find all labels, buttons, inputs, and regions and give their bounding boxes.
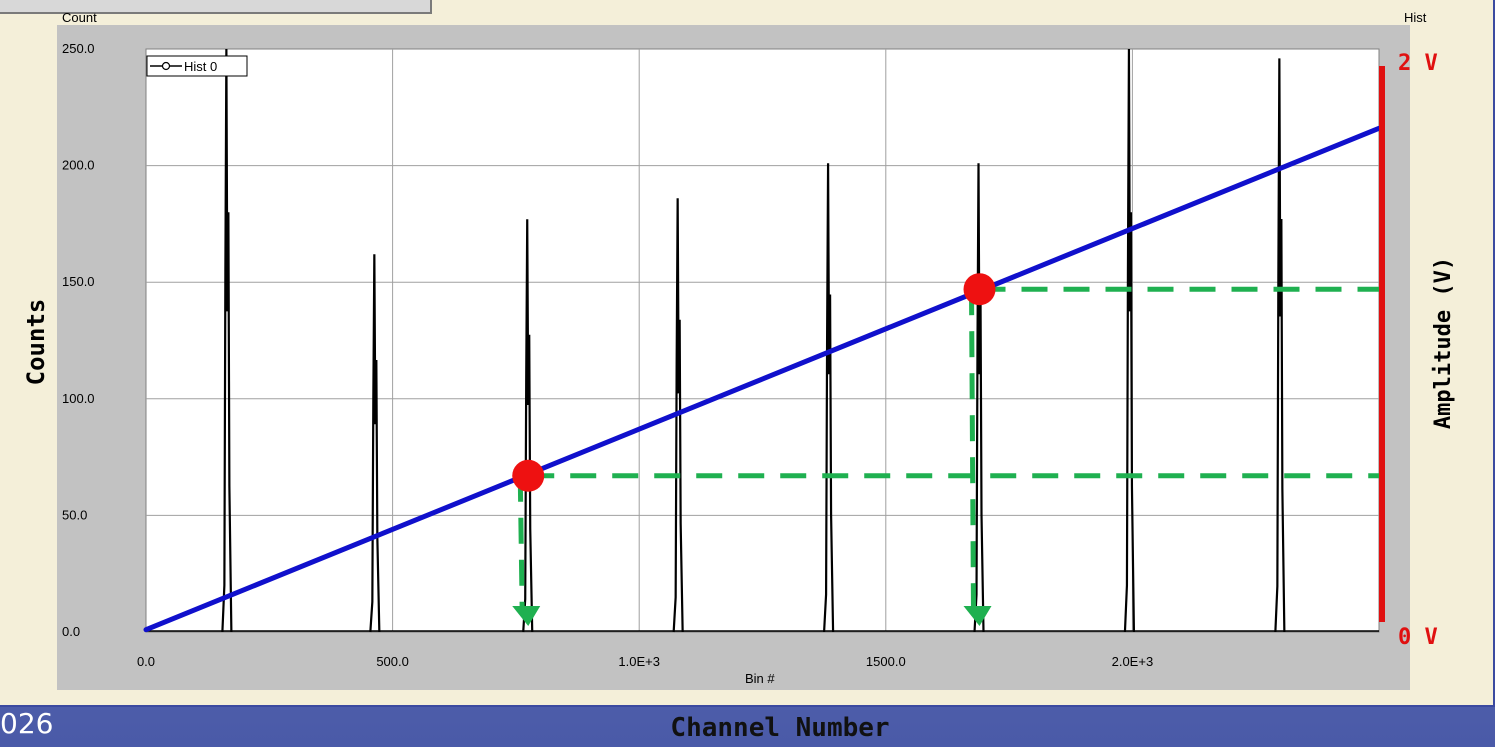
legend-marker (161, 61, 171, 71)
annotation-overlay (143, 66, 1385, 633)
y-tick-label: 200.0 (62, 158, 95, 173)
legend-box (146, 55, 248, 77)
calibration-fit-line (143, 125, 1382, 633)
y-tick-label: 250.0 (62, 41, 95, 56)
vertical-guide-line (517, 475, 525, 615)
y-tick-label: 100.0 (62, 391, 95, 406)
grid-lines (146, 49, 1379, 632)
amplitude-bottom-label: 0 V (1398, 625, 1438, 650)
amplitude-axis-bar (1379, 66, 1385, 622)
amplitude-top-label: 2 V (1398, 51, 1438, 76)
histogram-peak (1123, 48, 1136, 633)
histogram-peak (973, 163, 985, 633)
guide-arrowhead (512, 606, 541, 626)
toolbar-strip (0, 0, 432, 14)
plot-area (145, 48, 1380, 633)
calibration-point (963, 273, 996, 306)
histogram-peak (672, 198, 684, 633)
top-left-label: Count (62, 10, 97, 25)
x-tick-label: 1500.0 (866, 654, 906, 669)
histogram-chart: 0.0 500.0 1.0E+3 1500.0 2.0E+3 0.0 50.0 100.0 15… (22, 10, 1456, 690)
histogram-peak (522, 219, 534, 633)
slide-number: 026 (0, 707, 54, 740)
y-tick-label: 50.0 (62, 507, 87, 522)
y-tick-label: 0.0 (62, 624, 80, 639)
top-right-label: Hist (1404, 10, 1427, 25)
x-tick-label: 1.0E+3 (618, 654, 660, 669)
calibration-point (512, 459, 545, 492)
legend-entry: Hist 0 (184, 59, 217, 74)
tick-labels: 0.0 500.0 1.0E+3 1500.0 2.0E+3 0.0 50.0 100.0 15… (62, 41, 1153, 669)
x-tick-label: 2.0E+3 (1112, 654, 1154, 669)
x-axis-label: Bin # (745, 671, 775, 686)
y-axis-label: Counts (22, 299, 50, 386)
guide-arrowhead (963, 606, 992, 626)
histogram-peak (221, 48, 233, 633)
x-tick-label: 0.0 (137, 654, 155, 669)
legend: Hist 0 (146, 55, 248, 77)
histogram-peak (369, 254, 381, 633)
y-tick-label: 150.0 (62, 274, 95, 289)
histogram-series (146, 48, 1379, 633)
histogram-peak (1274, 58, 1286, 633)
x-tick-label: 500.0 (376, 654, 409, 669)
vertical-guide-line (969, 289, 977, 615)
channel-number-label: Channel Number (670, 713, 890, 743)
right-y-axis-label: Amplitude (V) (1431, 257, 1456, 429)
